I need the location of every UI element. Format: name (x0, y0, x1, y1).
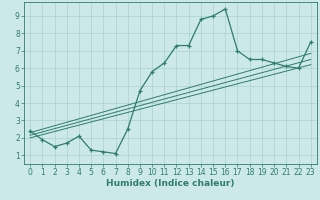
X-axis label: Humidex (Indice chaleur): Humidex (Indice chaleur) (106, 179, 235, 188)
